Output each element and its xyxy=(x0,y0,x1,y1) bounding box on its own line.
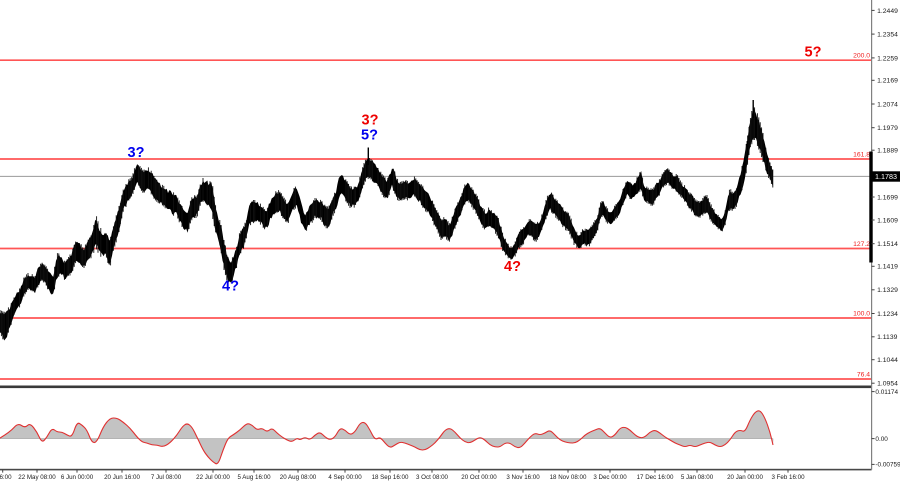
svg-text:1.2449: 1.2449 xyxy=(877,8,898,15)
svg-text:4 Sep 00:00: 4 Sep 00:00 xyxy=(328,474,362,481)
svg-text:20 Jun 16:00: 20 Jun 16:00 xyxy=(104,474,140,481)
svg-text:3?: 3? xyxy=(362,113,379,129)
svg-text:8 May 16:00: 8 May 16:00 xyxy=(0,474,12,481)
svg-text:1.1234: 1.1234 xyxy=(877,311,898,318)
svg-text:20 Aug 08:00: 20 Aug 08:00 xyxy=(280,474,317,481)
svg-text:17 Dec 16:00: 17 Dec 16:00 xyxy=(637,474,674,481)
svg-text:18 Nov 08:00: 18 Nov 08:00 xyxy=(550,474,587,481)
svg-text:6 Jun 00:00: 6 Jun 00:00 xyxy=(61,474,94,481)
svg-text:100.0: 100.0 xyxy=(853,310,870,317)
svg-text:0.00: 0.00 xyxy=(875,436,888,443)
svg-text:1.2074: 1.2074 xyxy=(877,101,898,108)
svg-text:5 Jan 08:00: 5 Jan 08:00 xyxy=(681,474,714,481)
svg-text:1.2354: 1.2354 xyxy=(877,32,898,39)
svg-text:1.1044: 1.1044 xyxy=(877,357,898,364)
svg-text:0.01174: 0.01174 xyxy=(875,389,898,396)
svg-text:200.0: 200.0 xyxy=(853,53,870,60)
svg-text:3?: 3? xyxy=(128,145,145,161)
svg-text:1.1783: 1.1783 xyxy=(875,172,897,181)
svg-text:161.8: 161.8 xyxy=(853,151,870,158)
svg-text:1.2259: 1.2259 xyxy=(877,55,898,62)
svg-text:4?: 4? xyxy=(222,279,239,295)
svg-text:3 Oct 08:00: 3 Oct 08:00 xyxy=(416,474,449,481)
svg-text:3 Nov 16:00: 3 Nov 16:00 xyxy=(506,474,540,481)
svg-text:1.2169: 1.2169 xyxy=(877,78,898,85)
svg-text:-0.00759: -0.00759 xyxy=(875,462,900,469)
svg-text:3 Feb 16:00: 3 Feb 16:00 xyxy=(771,474,805,481)
svg-text:127.2: 127.2 xyxy=(853,241,870,248)
svg-text:22 May 08:00: 22 May 08:00 xyxy=(18,474,56,481)
svg-text:1.1329: 1.1329 xyxy=(877,287,898,294)
svg-text:18 Sep 16:00: 18 Sep 16:00 xyxy=(372,474,409,481)
svg-text:4?: 4? xyxy=(504,259,521,275)
svg-text:1.1889: 1.1889 xyxy=(877,148,898,155)
svg-text:1.1419: 1.1419 xyxy=(877,264,898,271)
svg-text:5 Aug 16:00: 5 Aug 16:00 xyxy=(237,474,271,481)
svg-text:5?: 5? xyxy=(805,44,822,60)
svg-text:20 Jan 00:00: 20 Jan 00:00 xyxy=(727,474,763,481)
svg-text:1.0954: 1.0954 xyxy=(877,381,898,388)
svg-text:1.1514: 1.1514 xyxy=(877,241,898,248)
svg-text:3 Dec 00:00: 3 Dec 00:00 xyxy=(593,474,627,481)
svg-text:1.1139: 1.1139 xyxy=(877,334,898,341)
svg-text:1.1979: 1.1979 xyxy=(877,125,898,132)
svg-text:1.1609: 1.1609 xyxy=(877,217,898,224)
svg-text:5?: 5? xyxy=(361,128,378,144)
svg-text:1.1699: 1.1699 xyxy=(877,194,898,201)
svg-text:76.4: 76.4 xyxy=(857,371,870,378)
svg-text:7 Jul 08:00: 7 Jul 08:00 xyxy=(151,474,182,481)
svg-text:22 Jul 00:00: 22 Jul 00:00 xyxy=(196,474,230,481)
svg-text:20 Oct 00:00: 20 Oct 00:00 xyxy=(461,474,497,481)
